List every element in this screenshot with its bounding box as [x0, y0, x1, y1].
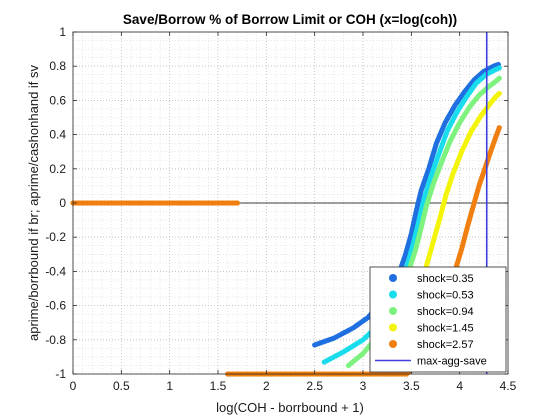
legend-label: shock=0.35 [417, 273, 474, 285]
y-tick-label: 0 [59, 196, 66, 210]
legend-label: shock=1.45 [417, 323, 474, 335]
legend-marker [389, 274, 397, 282]
legend-marker [389, 340, 397, 348]
x-tick-label: 0.5 [113, 379, 130, 393]
legend-label: shock=0.53 [417, 290, 474, 302]
legend-marker [389, 307, 397, 315]
x-axis-label: log(COH - borrbound + 1) [216, 400, 364, 415]
y-tick-label: 0.6 [49, 93, 66, 107]
chart-title: Save/Borrow % of Borrow Limit or COH (x=… [123, 12, 457, 27]
x-tick-label: 1 [166, 379, 173, 393]
y-tick-label: 0.4 [49, 128, 66, 142]
y-tick-label: -1 [55, 367, 66, 381]
legend-label: shock=0.94 [417, 306, 474, 318]
x-tick-label: 4.5 [500, 379, 517, 393]
y-tick-label: 0.8 [49, 59, 66, 73]
data-point [496, 65, 502, 71]
y-tick-label: -0.8 [45, 333, 66, 347]
legend-box [369, 266, 507, 373]
y-tick-label: 1 [59, 25, 66, 39]
x-tick-label: 1.5 [210, 379, 227, 393]
data-point [496, 75, 502, 81]
x-tick-label: 2.5 [306, 379, 323, 393]
data-point [496, 90, 502, 97]
legend-marker [389, 290, 397, 299]
x-tick-label: 3.5 [403, 379, 420, 393]
x-tick-label: 4 [456, 379, 463, 393]
data-point [496, 125, 502, 131]
legend: shock=0.35 shock=0.53 shock=0.94 shock=1.45… [369, 266, 507, 373]
y-tick-label: -0.6 [45, 299, 66, 313]
y-tick-label: 0.2 [49, 162, 66, 176]
x-tick-label: 2 [263, 379, 270, 393]
x-tick-label: 0 [70, 379, 77, 393]
legend-marker [389, 323, 397, 332]
y-axis-label: aprime/borrbound if br; aprime/cashonhan… [26, 64, 41, 341]
legend-label: max-agg-save [417, 356, 487, 368]
data-point [234, 200, 240, 206]
y-tick-label: -0.2 [45, 230, 66, 244]
legend-label: shock=2.57 [417, 339, 474, 351]
y-tick-label: -0.4 [45, 264, 66, 278]
x-tick-label: 3 [360, 379, 367, 393]
